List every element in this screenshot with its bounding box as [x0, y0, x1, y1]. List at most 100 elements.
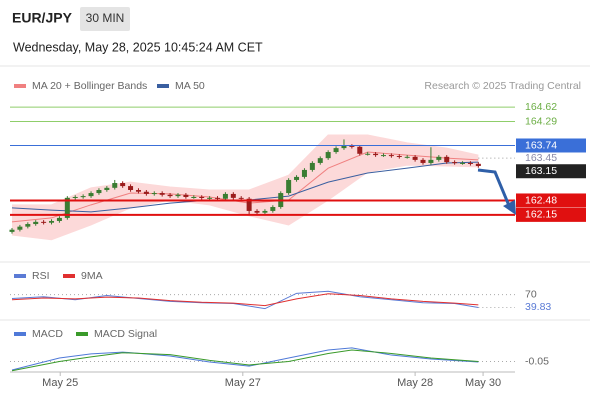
candle-body [104, 187, 110, 190]
candle-body [9, 229, 15, 232]
level-label: 163.74 [525, 139, 557, 151]
candle-body [365, 153, 371, 155]
candle-body [17, 226, 23, 230]
candle-body [270, 207, 276, 211]
candle-body [341, 145, 347, 149]
candle-body [96, 190, 102, 194]
legend-swatch [157, 84, 169, 88]
bollinger-band [12, 135, 479, 240]
candle-body [230, 193, 236, 198]
y-tick-label: -0.05 [525, 355, 549, 367]
candle-body [317, 158, 323, 163]
symbol: EUR/JPY [12, 10, 73, 26]
candle-body [436, 156, 442, 160]
candle-body [72, 196, 78, 198]
candle-body [301, 169, 307, 177]
candle-body [404, 156, 410, 158]
candle-body [294, 176, 300, 180]
level-label: 164.62 [525, 101, 557, 113]
level-box [516, 193, 586, 208]
candle-body [175, 194, 181, 197]
series-line [11, 347, 479, 371]
candle-body [112, 183, 118, 188]
candle-body [325, 152, 331, 159]
legend-swatch [76, 332, 88, 336]
candle-body [428, 159, 434, 163]
candle-body [238, 197, 244, 199]
legend-swatch [63, 274, 75, 278]
level-label: 163.15 [525, 165, 557, 177]
candle-body [135, 190, 141, 192]
candle-body [467, 162, 473, 164]
candle-body [64, 197, 70, 218]
legend-label: 9MA [81, 270, 103, 282]
candle-body [460, 162, 466, 164]
candle-body [349, 145, 355, 147]
candle-body [56, 217, 62, 221]
bollinger-upper [12, 134, 479, 206]
level-box [516, 138, 586, 153]
candle-body [396, 155, 402, 157]
candle-body [199, 196, 205, 198]
series-line [11, 293, 479, 307]
candle-body [444, 156, 450, 163]
legend-label: MA 50 [175, 80, 205, 92]
candle-body [88, 193, 94, 197]
level-label: 164.29 [525, 115, 557, 127]
timestamp: Wednesday, May 28, 2025 10:45:24 AM CET [13, 40, 263, 54]
candle-body [143, 191, 149, 194]
candle-body [151, 193, 157, 195]
candle-body [222, 193, 228, 199]
candle-body [207, 197, 213, 199]
candle-body [191, 196, 197, 198]
candle-body [246, 198, 252, 211]
interval-badge[interactable] [80, 7, 130, 31]
interval[interactable]: 30 MIN [86, 11, 125, 25]
candle-body [452, 162, 458, 164]
candle-body [254, 210, 260, 213]
x-tick-label: May 25 [42, 377, 78, 389]
candle-body [262, 210, 268, 213]
legend-swatch [14, 332, 26, 336]
candle-body [80, 196, 86, 198]
legend-swatch [14, 84, 26, 88]
candle-body [373, 153, 379, 156]
x-tick-label: May 30 [465, 377, 501, 389]
candle-body [412, 156, 418, 160]
candle-body [120, 183, 126, 187]
x-tick-label: May 28 [397, 377, 433, 389]
level-label: 162.48 [525, 194, 557, 206]
y-tick-label: 70 [525, 288, 537, 300]
candle-body [475, 163, 481, 166]
legend-label: MACD Signal [94, 328, 157, 340]
candle-body [286, 179, 292, 194]
candle-body [25, 224, 31, 227]
candle-body [215, 197, 221, 199]
credit: Research © 2025 Trading Central [424, 80, 581, 92]
candle-body [357, 146, 363, 154]
last-value-label: 39.83 [525, 301, 551, 313]
legend-label: MA 20 + Bollinger Bands [32, 80, 147, 92]
legend-label: RSI [32, 270, 50, 282]
series-line [11, 349, 479, 372]
x-tick-label: May 27 [225, 377, 261, 389]
legend-swatch [14, 274, 26, 278]
level-label: 163.45 [525, 152, 557, 164]
candle-body [420, 159, 426, 163]
candle-body [49, 220, 55, 223]
candle-body [33, 221, 39, 225]
candle-body [167, 194, 173, 197]
level-box [516, 164, 586, 179]
candle-body [128, 186, 134, 190]
level-box [516, 207, 586, 222]
candle-body [380, 155, 386, 157]
forecast-arrowhead [503, 200, 516, 215]
candle-body [183, 194, 189, 197]
forecast-arrow [477, 168, 512, 209]
candle-body [388, 155, 394, 157]
legend-label: MACD [32, 328, 63, 340]
candle-body [41, 221, 47, 223]
level-label: 162.15 [525, 209, 557, 221]
candle-body [309, 162, 315, 170]
